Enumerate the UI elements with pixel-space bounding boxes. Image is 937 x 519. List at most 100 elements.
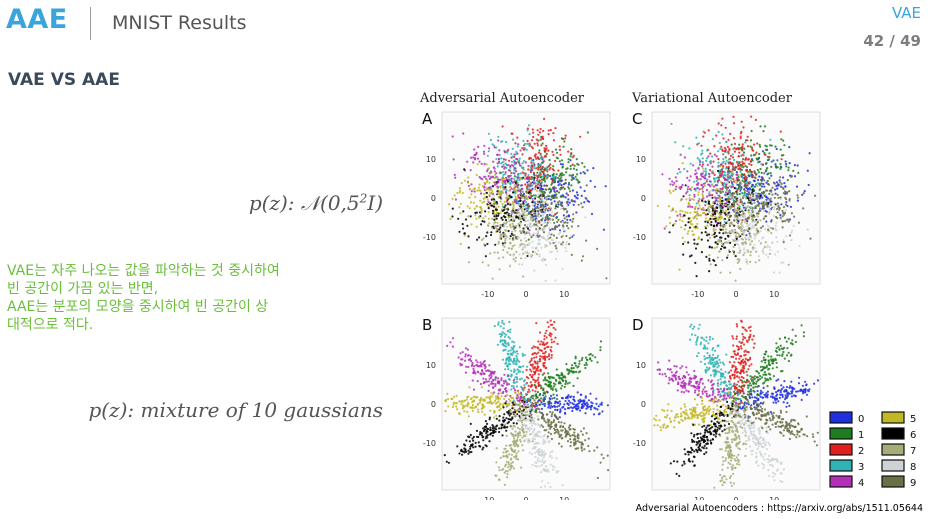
data-point (710, 221, 713, 224)
data-point (741, 163, 744, 166)
data-point (755, 250, 758, 253)
data-point (482, 237, 485, 240)
data-point (679, 171, 682, 174)
data-point (709, 185, 712, 188)
data-point (552, 153, 555, 157)
data-point (534, 197, 537, 200)
data-point (674, 220, 678, 223)
data-point (526, 142, 529, 145)
data-point (679, 153, 682, 156)
data-point (483, 144, 486, 147)
data-point (749, 139, 753, 142)
data-point (536, 171, 539, 174)
data-point (538, 179, 541, 182)
data-point (547, 481, 550, 484)
data-point (701, 161, 704, 164)
data-point (468, 196, 471, 199)
data-point (579, 400, 582, 403)
data-point (683, 228, 686, 231)
data-point (489, 176, 492, 179)
data-point (737, 204, 740, 207)
data-point (605, 277, 608, 280)
data-point (573, 194, 576, 198)
data-point (491, 189, 494, 193)
data-point (784, 211, 787, 215)
data-point (531, 201, 534, 204)
data-point (458, 230, 461, 233)
data-point (536, 423, 539, 426)
data-point (501, 319, 504, 322)
data-point (493, 251, 496, 254)
data-point (537, 238, 540, 241)
data-point (765, 189, 769, 192)
data-point (545, 390, 548, 393)
data-point (480, 238, 483, 242)
data-point (706, 163, 709, 166)
data-point (505, 200, 509, 203)
data-point (513, 218, 516, 221)
data-point (733, 243, 737, 246)
x-tick-label: 0 (523, 290, 528, 299)
data-point (521, 449, 525, 452)
data-point (510, 179, 513, 183)
data-point (505, 451, 508, 454)
data-point (551, 218, 554, 221)
data-point (502, 327, 505, 330)
data-point (492, 160, 495, 163)
data-point (510, 359, 513, 362)
data-point (580, 259, 583, 262)
data-point (556, 250, 559, 253)
data-point (579, 135, 582, 138)
data-point (719, 271, 722, 274)
data-point (522, 227, 525, 230)
data-point (515, 414, 518, 417)
data-point (512, 210, 515, 213)
data-point (737, 147, 740, 150)
data-point (717, 217, 720, 220)
data-point (676, 214, 679, 217)
data-point (776, 250, 780, 253)
data-point (762, 130, 765, 133)
data-point (539, 127, 542, 131)
data-point (536, 221, 539, 224)
data-point (540, 246, 543, 249)
data-point (523, 223, 527, 227)
data-point (542, 398, 545, 401)
data-point (554, 148, 558, 151)
data-point (718, 231, 721, 234)
data-point (575, 370, 578, 374)
data-point (547, 197, 550, 201)
data-point (724, 156, 727, 159)
data-point (515, 357, 519, 360)
data-point (775, 221, 778, 224)
data-point (499, 235, 502, 238)
data-point (737, 239, 740, 242)
data-point (760, 226, 763, 229)
data-point (537, 151, 541, 154)
data-point (529, 225, 533, 228)
data-point (489, 395, 492, 398)
data-point (487, 167, 491, 170)
data-point (472, 388, 476, 391)
data-point (774, 227, 777, 230)
data-point (484, 186, 487, 189)
data-point (552, 234, 556, 237)
data-point (606, 454, 609, 457)
data-point (671, 180, 674, 183)
data-point (512, 422, 515, 425)
data-point (557, 176, 560, 179)
data-point (534, 390, 537, 393)
x-tick-label: 0 (523, 496, 528, 500)
data-point (711, 205, 714, 208)
data-point (589, 408, 593, 411)
data-point (741, 160, 744, 163)
data-point (449, 341, 452, 344)
data-point (546, 214, 549, 217)
data-point (709, 152, 712, 155)
data-point (538, 171, 542, 174)
data-point (516, 210, 519, 213)
data-point (687, 185, 690, 188)
data-point (770, 165, 773, 168)
data-point (714, 200, 717, 203)
data-point (532, 204, 535, 207)
